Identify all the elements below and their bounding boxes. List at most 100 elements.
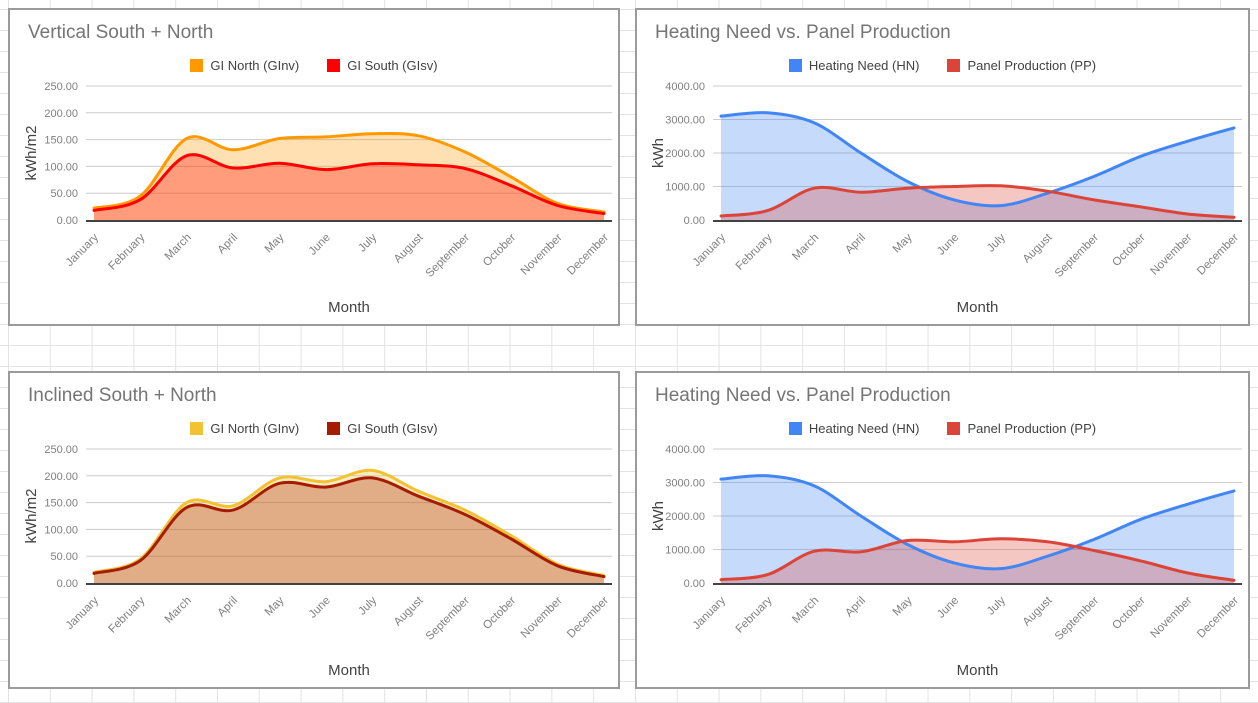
x-tick-label: December: [1195, 232, 1241, 278]
x-tick-label: November: [1148, 232, 1194, 278]
legend-swatch-icon: [788, 421, 802, 435]
series-area-1: [721, 185, 1234, 220]
legend-label: Heating Need (HN): [808, 420, 920, 436]
y-axis-title: kWh: [650, 138, 667, 168]
area-chart-plot: 0.00 50.00 100.00 150.00 200.00 250.00 January…: [23, 444, 612, 679]
x-tick-label: January: [691, 231, 729, 269]
y-tick-label: 200.00: [44, 471, 78, 483]
x-tick-label: April: [843, 232, 868, 257]
x-tick-label: August: [1021, 594, 1055, 628]
y-axis-title: kWh/m2: [23, 488, 40, 543]
series-line-0: [92, 468, 606, 577]
x-tick-label: May: [891, 594, 915, 618]
legend-label: Heating Need (HN): [808, 57, 920, 73]
chart-title: Vertical South + North: [28, 22, 214, 43]
legend-swatch-icon: [947, 58, 961, 72]
legend-label: GI North (GInv): [210, 420, 300, 436]
y-tick-label: 4000.00: [665, 444, 705, 456]
legend-item: Panel Production (PP): [947, 58, 1096, 73]
legend-swatch-icon: [788, 58, 802, 72]
x-tick-label: December: [565, 595, 611, 641]
y-tick-label: 1000.00: [665, 545, 705, 557]
x-tick-label: February: [734, 594, 775, 635]
x-tick-label: March: [163, 232, 194, 263]
x-tick-label: June: [935, 595, 961, 621]
y-tick-label: 0.00: [57, 578, 78, 590]
chart-card-inclined-south-north[interactable]: Inclined South + North GI North (GInv) G…: [8, 371, 620, 689]
y-tick-label: 1000.00: [665, 182, 705, 194]
y-tick-label: 100.00: [44, 524, 78, 536]
x-tick-label: May: [891, 231, 915, 255]
x-tick-label: April: [843, 595, 868, 620]
x-axis-title: Month: [957, 299, 999, 316]
series-line-1: [719, 184, 1236, 219]
legend-swatch-icon: [327, 421, 341, 435]
y-tick-label: 50.00: [50, 551, 78, 563]
x-tick-label: June: [307, 595, 333, 621]
series-line-1: [92, 476, 606, 579]
series-area-1: [94, 154, 604, 220]
legend-swatch-icon: [190, 421, 204, 435]
x-tick-label: November: [1148, 595, 1194, 641]
series-area-0: [94, 133, 604, 220]
x-tick-label: January: [64, 231, 102, 269]
legend-item: GI South (GIsv): [327, 420, 438, 436]
legend-swatch-icon: [947, 421, 961, 435]
legend: Heating Need (HN) Panel Production (PP): [637, 56, 1248, 74]
x-tick-label: February: [106, 594, 147, 635]
chart-title: Heating Need vs. Panel Production: [655, 22, 951, 43]
x-axis-title: Month: [957, 662, 999, 679]
series-area-1: [94, 477, 604, 583]
x-tick-label: December: [565, 232, 611, 278]
y-axis-title: kWh/m2: [23, 125, 40, 180]
area-chart-plot: 0.00 1000.00 2000.00 3000.00 4000.00 January F…: [650, 444, 1242, 679]
area-chart-plot: 0.00 1000.00 2000.00 3000.00 4000.00 January F…: [650, 81, 1242, 316]
x-tick-label: April: [215, 232, 240, 257]
x-tick-label: May: [263, 594, 287, 618]
x-tick-label: October: [1110, 232, 1148, 270]
x-tick-label: September: [424, 232, 472, 280]
x-tick-label: September: [1053, 595, 1101, 643]
legend-item: Heating Need (HN): [788, 420, 920, 436]
x-tick-label: March: [163, 595, 194, 626]
y-tick-label: 50.00: [50, 188, 78, 200]
x-tick-label: July: [985, 231, 1008, 254]
x-axis-title: Month: [328, 299, 370, 316]
x-axis-title: Month: [328, 662, 370, 679]
legend-item: GI South (GIsv): [327, 58, 438, 73]
x-tick-label: April: [215, 595, 240, 620]
legend: GI North (GInv) GI South (GIsv): [10, 56, 618, 74]
legend-item: GI North (GInv): [190, 421, 299, 436]
y-tick-label: 3000.00: [665, 478, 705, 490]
x-tick-label: January: [64, 594, 102, 632]
legend-label: Panel Production (PP): [967, 57, 1097, 73]
legend-label: Panel Production (PP): [967, 420, 1097, 436]
series-line-0: [92, 131, 606, 214]
y-tick-label: 0.00: [57, 215, 78, 227]
series-area-1: [721, 538, 1234, 583]
legend-item: GI North (GInv): [190, 58, 299, 73]
series-area-0: [721, 475, 1234, 583]
x-tick-label: June: [307, 232, 333, 258]
chart-card-heating-vs-production-top[interactable]: Heating Need vs. Panel Production Heatin…: [635, 8, 1250, 326]
legend-label: GI South (GIsv): [347, 420, 438, 436]
series-area-0: [721, 112, 1234, 220]
series-line-0: [719, 474, 1236, 571]
area-chart-plot: 0.00 50.00 100.00 150.00 200.00 250.00 January…: [23, 81, 612, 316]
x-tick-label: January: [691, 594, 729, 632]
y-tick-label: 150.00: [44, 498, 78, 510]
legend: GI North (GInv) GI South (GIsv): [10, 419, 618, 437]
y-tick-label: 150.00: [44, 135, 78, 147]
chart-card-heating-vs-production-bottom[interactable]: Heating Need vs. Panel Production Heatin…: [635, 371, 1250, 689]
y-tick-label: 100.00: [44, 161, 78, 173]
y-tick-label: 250.00: [44, 81, 78, 93]
y-tick-label: 0.00: [684, 578, 705, 590]
y-tick-label: 4000.00: [665, 81, 705, 93]
x-tick-label: August: [392, 231, 426, 265]
x-tick-label: February: [734, 231, 775, 272]
x-tick-label: August: [1021, 231, 1055, 265]
chart-card-vertical-south-north[interactable]: Vertical South + North GI North (GInv) G…: [8, 8, 620, 326]
y-tick-label: 250.00: [44, 444, 78, 456]
y-tick-label: 3000.00: [665, 115, 705, 127]
x-tick-label: August: [392, 594, 426, 628]
